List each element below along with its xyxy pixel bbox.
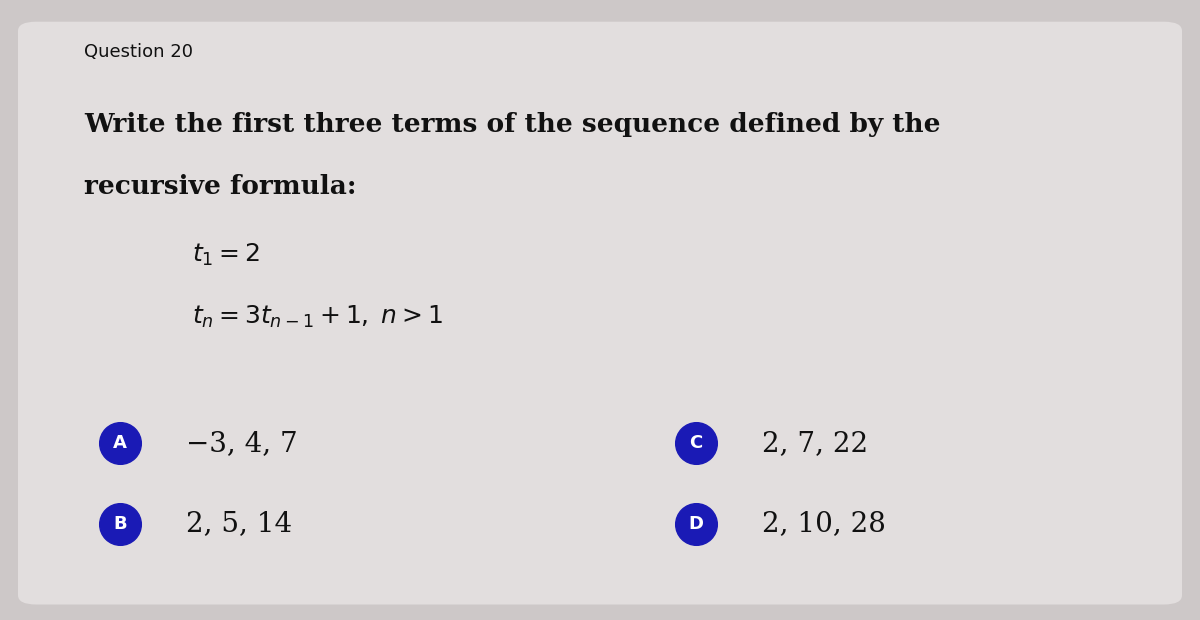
Text: 2, 5, 14: 2, 5, 14	[186, 510, 292, 538]
Text: Question 20: Question 20	[84, 43, 193, 61]
Text: D: D	[689, 515, 703, 533]
Point	[686, 519, 706, 529]
Text: $t_1 = 2$: $t_1 = 2$	[192, 242, 260, 268]
Text: $t_n = 3t_{n-1} + 1,\; n > 1$: $t_n = 3t_{n-1} + 1,\; n > 1$	[192, 304, 443, 330]
Point	[110, 519, 130, 529]
Text: recursive formula:: recursive formula:	[84, 174, 356, 198]
Text: B: B	[113, 515, 127, 533]
Text: C: C	[689, 434, 703, 453]
FancyBboxPatch shape	[18, 22, 1182, 604]
Point	[110, 438, 130, 448]
Text: 2, 7, 22: 2, 7, 22	[762, 430, 868, 457]
Text: −3, 4, 7: −3, 4, 7	[186, 430, 298, 457]
Text: 2, 10, 28: 2, 10, 28	[762, 510, 886, 538]
Text: Write the first three terms of the sequence defined by the: Write the first three terms of the seque…	[84, 112, 941, 136]
Point	[686, 438, 706, 448]
Text: A: A	[113, 434, 127, 453]
